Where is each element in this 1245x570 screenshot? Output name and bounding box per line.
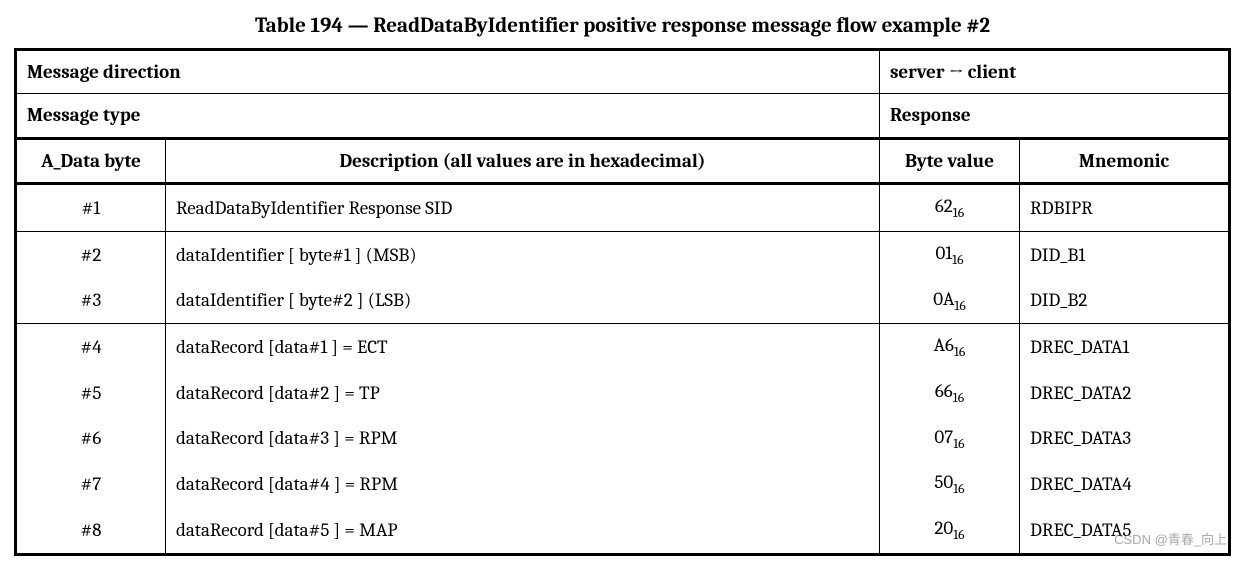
cell-mnemonic: DID_B1	[1020, 231, 1230, 277]
cell-byte: #6	[16, 416, 166, 462]
cell-mnemonic: DREC_DATA1	[1020, 324, 1230, 370]
cell-byte-value: 2016	[880, 507, 1020, 554]
value-message-direction: server → client	[880, 50, 1230, 94]
table-row: #7dataRecord [data#4 ] = RPM5016DREC_DAT…	[16, 461, 1230, 507]
cell-description: dataRecord [data#2 ] = TP	[166, 370, 880, 416]
cell-byte-value: 0716	[880, 416, 1020, 462]
table-row: #2dataIdentifier [ byte#1 ] (MSB)0116DID…	[16, 231, 1230, 277]
cell-byte-value: A616	[880, 324, 1020, 370]
cell-byte-value: 6616	[880, 370, 1020, 416]
cell-byte: #1	[16, 184, 166, 232]
cell-mnemonic: DREC_DATA3	[1020, 416, 1230, 462]
byte-value-hex: 01	[935, 242, 952, 264]
cell-byte-value: 5016	[880, 461, 1020, 507]
cell-byte: #7	[16, 461, 166, 507]
value-message-type: Response	[880, 94, 1230, 138]
cell-byte-value: 0A16	[880, 278, 1020, 324]
cell-byte-value: 6216	[880, 184, 1020, 232]
cell-mnemonic: DREC_DATA5	[1020, 507, 1230, 554]
cell-description: dataIdentifier [ byte#1 ] (MSB)	[166, 231, 880, 277]
col-header-val: Byte value	[880, 138, 1020, 183]
table-row: #5dataRecord [data#2 ] = TP6616DREC_DATA…	[16, 370, 1230, 416]
byte-value-hex: 62	[935, 195, 953, 217]
cell-mnemonic: DREC_DATA2	[1020, 370, 1230, 416]
cell-mnemonic: DID_B2	[1020, 278, 1230, 324]
cell-description: dataRecord [data#3 ] = RPM	[166, 416, 880, 462]
header-row-type: Message type Response	[16, 94, 1230, 138]
byte-value-hex: 66	[935, 380, 953, 402]
cell-description: dataRecord [data#4 ] = RPM	[166, 461, 880, 507]
col-header-desc: Description (all values are in hexadecim…	[166, 138, 880, 183]
byte-value-subscript: 16	[954, 345, 965, 360]
table-row: #3dataIdentifier [ byte#2 ] (LSB)0A16DID…	[16, 278, 1230, 324]
label-message-type: Message type	[16, 94, 880, 138]
table-caption: Table 194 — ReadDataByIdentifier positiv…	[14, 14, 1231, 38]
byte-value-hex: 20	[934, 517, 953, 539]
byte-value-subscript: 16	[953, 206, 964, 221]
byte-value-hex: 50	[934, 471, 953, 493]
cell-byte: #5	[16, 370, 166, 416]
cell-byte: #3	[16, 278, 166, 324]
cell-byte: #8	[16, 507, 166, 554]
byte-value-hex: 0A	[933, 288, 954, 310]
byte-value-subscript: 16	[954, 298, 965, 313]
cell-description: dataRecord [data#1 ] = ECT	[166, 324, 880, 370]
message-flow-table: Message direction server → client Messag…	[14, 48, 1231, 556]
label-message-direction: Message direction	[16, 50, 880, 94]
cell-mnemonic: DREC_DATA4	[1020, 461, 1230, 507]
table-row: #1ReadDataByIdentifier Response SID6216R…	[16, 184, 1230, 232]
col-header-mnem: Mnemonic	[1020, 138, 1230, 183]
cell-byte-value: 0116	[880, 231, 1020, 277]
cell-description: ReadDataByIdentifier Response SID	[166, 184, 880, 232]
byte-value-hex: A6	[934, 334, 954, 356]
cell-byte: #2	[16, 231, 166, 277]
byte-value-subscript: 16	[953, 482, 964, 497]
byte-value-subscript: 16	[953, 391, 964, 406]
cell-description: dataIdentifier [ byte#2 ] (LSB)	[166, 278, 880, 324]
byte-value-subscript: 16	[953, 528, 964, 543]
byte-value-subscript: 16	[953, 436, 964, 451]
table-row: #6dataRecord [data#3 ] = RPM0716DREC_DAT…	[16, 416, 1230, 462]
header-row-direction: Message direction server → client	[16, 50, 1230, 94]
byte-value-hex: 07	[934, 426, 953, 448]
table-row: #8dataRecord [data#5 ] = MAP2016DREC_DAT…	[16, 507, 1230, 554]
cell-mnemonic: RDBIPR	[1020, 184, 1230, 232]
column-headers-row: A_Data byte Description (all values are …	[16, 138, 1230, 183]
col-header-byte: A_Data byte	[16, 138, 166, 183]
table-row: #4dataRecord [data#1 ] = ECTA616DREC_DAT…	[16, 324, 1230, 370]
cell-description: dataRecord [data#5 ] = MAP	[166, 507, 880, 554]
cell-byte: #4	[16, 324, 166, 370]
byte-value-subscript: 16	[952, 253, 963, 268]
